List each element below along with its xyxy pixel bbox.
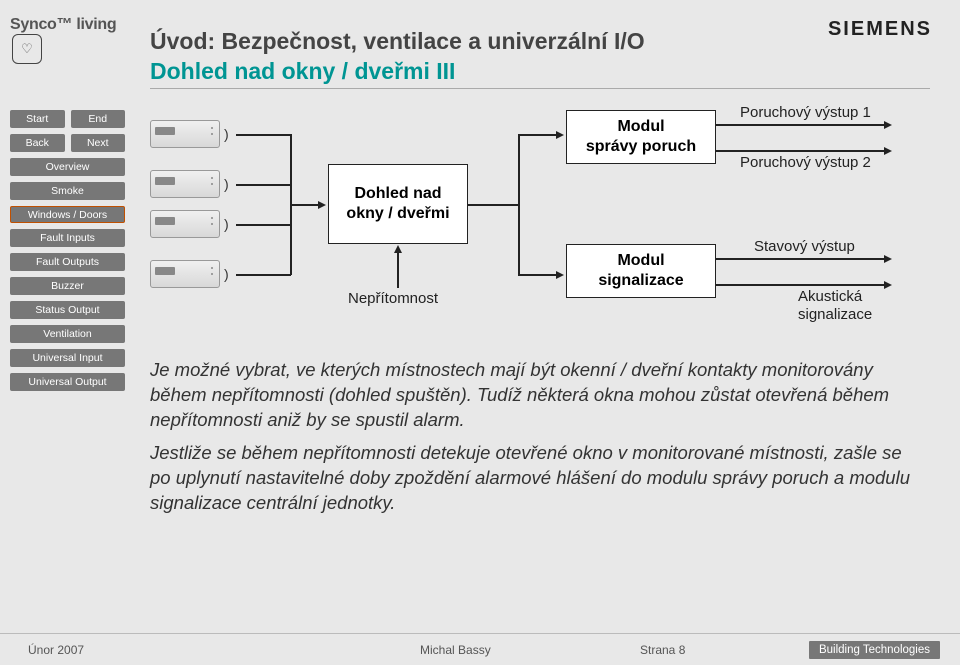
nav-overview[interactable]: Overview xyxy=(10,158,125,176)
arrow-line xyxy=(518,134,558,136)
arrow-line xyxy=(236,224,291,226)
monitor-box: Dohled nad okny / dveřmi xyxy=(328,164,468,244)
footer-dept: Building Technologies xyxy=(809,641,940,659)
sensor-icon xyxy=(150,260,220,288)
nav-ventilation[interactable]: Ventilation xyxy=(10,325,125,343)
page-title: Úvod: Bezpečnost, ventilace a univerzáln… xyxy=(150,28,645,55)
signal-module-box: Modul signalizace xyxy=(566,244,716,298)
fault-box-line2: správy poruch xyxy=(586,137,696,157)
arrow-line xyxy=(397,252,399,288)
nav-windows-doors[interactable]: Windows / Doors xyxy=(10,206,125,223)
monitor-box-line2: okny / dveřmi xyxy=(346,204,449,224)
sig-box-line2: signalizace xyxy=(598,271,683,291)
body-text: Je možné vybrat, ve kterých místnostech … xyxy=(150,358,910,524)
brand-logo: Synco™ living ♡ xyxy=(10,8,120,68)
body-para-1: Je možné vybrat, ve kterých místnostech … xyxy=(150,358,910,433)
absence-label: Nepřítomnost xyxy=(348,290,438,308)
fault-output-2-label: Poruchový výstup 2 xyxy=(740,154,871,172)
monitor-box-line1: Dohled nad xyxy=(354,184,441,204)
arrow-head-icon xyxy=(884,147,892,155)
arrow-line xyxy=(716,258,886,260)
arrow-line xyxy=(290,204,320,206)
paren-icon: ) xyxy=(224,126,229,142)
main-content: ) ) ) ) Dohled nad okny / dveřmi Nepříto… xyxy=(150,110,930,350)
paren-icon: ) xyxy=(224,176,229,192)
footer-page: Strana 8 xyxy=(640,643,685,657)
arrow-head-icon xyxy=(884,121,892,129)
footer: Únor 2007 Michal Bassy Strana 8 Building… xyxy=(0,633,960,665)
fault-output-1-label: Poruchový výstup 1 xyxy=(740,104,871,122)
arrow-head-icon xyxy=(318,201,326,209)
nav-buzzer[interactable]: Buzzer xyxy=(10,277,125,295)
nav-start[interactable]: Start xyxy=(10,110,65,128)
nav-fault-outputs[interactable]: Fault Outputs xyxy=(10,253,125,271)
body-para-2: Jestliže se během nepřítomnosti detekuje… xyxy=(150,441,910,516)
arrow-head-icon xyxy=(394,245,402,253)
arrow-head-icon xyxy=(884,255,892,263)
nav-end[interactable]: End xyxy=(71,110,126,128)
footer-author: Michal Bassy xyxy=(420,643,491,657)
siemens-wordmark: SIEMENS xyxy=(828,18,932,41)
acoustic-line1: Akustická xyxy=(798,288,862,305)
sensor-icon xyxy=(150,210,220,238)
nav-fault-inputs[interactable]: Fault Inputs xyxy=(10,229,125,247)
arrow-line xyxy=(716,150,886,152)
arrow-line xyxy=(518,134,520,275)
nav-next[interactable]: Next xyxy=(71,134,126,152)
sig-box-line1: Modul xyxy=(617,251,664,271)
title-underline xyxy=(150,88,930,89)
status-output-label: Stavový výstup xyxy=(754,238,855,256)
diagram: ) ) ) ) Dohled nad okny / dveřmi Nepříto… xyxy=(150,110,930,350)
acoustic-label: Akustická signalizace xyxy=(798,288,872,324)
nav-back[interactable]: Back xyxy=(10,134,65,152)
brand-text: Synco™ living xyxy=(10,16,116,34)
arrow-head-icon xyxy=(556,271,564,279)
arrow-line xyxy=(716,284,886,286)
nav-smoke[interactable]: Smoke xyxy=(10,182,125,200)
arrow-line xyxy=(518,274,558,276)
arrow-line xyxy=(236,184,291,186)
arrow-line xyxy=(716,124,886,126)
arrow-line xyxy=(236,134,291,136)
page-subtitle: Dohled nad okny / dveřmi III xyxy=(150,58,455,85)
nav-universal-output[interactable]: Universal Output xyxy=(10,373,125,391)
sidebar-nav: Start End Back Next Overview Smoke Windo… xyxy=(10,110,125,397)
arrow-line xyxy=(236,274,291,276)
paren-icon: ) xyxy=(224,266,229,282)
arrow-line xyxy=(468,204,518,206)
sensor-icon xyxy=(150,170,220,198)
footer-date: Únor 2007 xyxy=(28,643,84,657)
acoustic-line2: signalizace xyxy=(798,306,872,323)
paren-icon: ) xyxy=(224,216,229,232)
nav-universal-input[interactable]: Universal Input xyxy=(10,349,125,367)
sensor-icon xyxy=(150,120,220,148)
arrow-head-icon xyxy=(556,131,564,139)
arrow-head-icon xyxy=(884,281,892,289)
brand-glyph: ♡ xyxy=(12,34,42,64)
nav-status-output[interactable]: Status Output xyxy=(10,301,125,319)
fault-box-line1: Modul xyxy=(617,117,664,137)
fault-module-box: Modul správy poruch xyxy=(566,110,716,164)
